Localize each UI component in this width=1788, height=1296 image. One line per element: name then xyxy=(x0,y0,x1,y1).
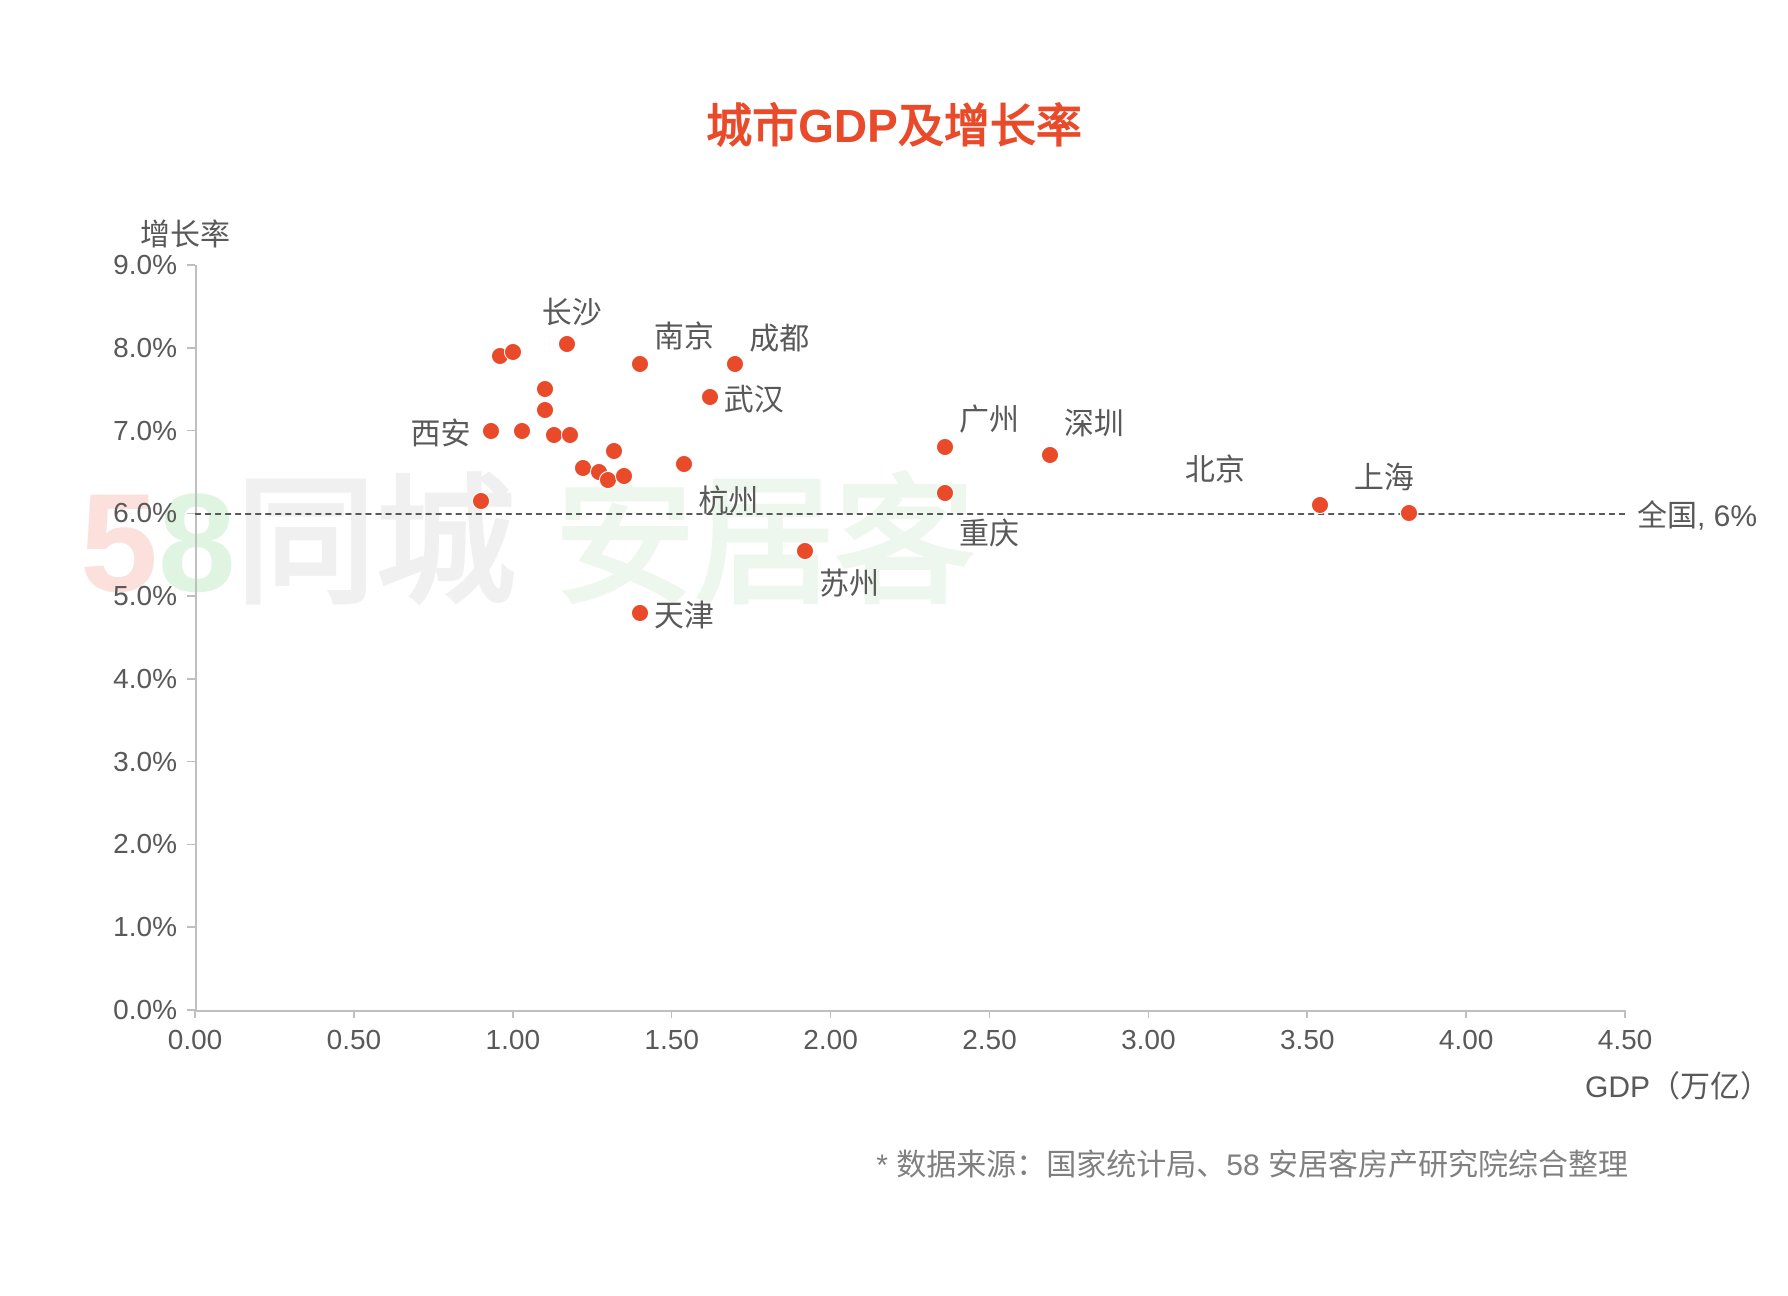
x-tick xyxy=(1465,1010,1467,1018)
data-point-label: 杭州 xyxy=(698,476,758,520)
data-point xyxy=(631,604,649,622)
data-point-label: 苏州 xyxy=(819,559,879,603)
y-axis-title: 增长率 xyxy=(140,210,230,254)
x-tick xyxy=(989,1010,991,1018)
x-tick-label: 1.50 xyxy=(644,1024,699,1056)
data-point xyxy=(1041,446,1059,464)
y-tick-label: 5.0% xyxy=(113,580,177,612)
data-point xyxy=(726,355,744,373)
scatter-chart: 0.0%1.0%2.0%3.0%4.0%5.0%6.0%7.0%8.0%9.0%… xyxy=(195,265,1625,1010)
x-tick xyxy=(353,1010,355,1018)
data-point xyxy=(536,380,554,398)
y-tick-label: 2.0% xyxy=(113,828,177,860)
x-tick-label: 1.00 xyxy=(486,1024,541,1056)
y-tick-label: 6.0% xyxy=(113,497,177,529)
data-point-label: 南京 xyxy=(654,312,714,356)
y-tick-label: 3.0% xyxy=(113,746,177,778)
x-tick xyxy=(1148,1010,1150,1018)
data-point xyxy=(1311,496,1329,514)
data-point-label: 重庆 xyxy=(959,509,1019,553)
x-tick-label: 4.50 xyxy=(1598,1024,1653,1056)
data-point-label: 长沙 xyxy=(542,288,602,332)
data-point xyxy=(1400,504,1418,522)
y-tick-label: 0.0% xyxy=(113,994,177,1026)
x-tick-label: 3.50 xyxy=(1280,1024,1335,1056)
reference-line-label: 全国, 6% xyxy=(1637,491,1757,535)
data-point xyxy=(615,467,633,485)
y-tick xyxy=(187,430,195,432)
y-tick xyxy=(187,926,195,928)
y-axis xyxy=(195,265,197,1010)
y-tick-label: 4.0% xyxy=(113,663,177,695)
y-tick xyxy=(187,347,195,349)
x-tick-label: 4.00 xyxy=(1439,1024,1494,1056)
x-tick xyxy=(194,1010,196,1018)
x-tick-label: 2.00 xyxy=(803,1024,858,1056)
x-tick xyxy=(1306,1010,1308,1018)
data-point-label: 上海 xyxy=(1354,453,1414,497)
x-tick-label: 3.00 xyxy=(1121,1024,1176,1056)
data-point xyxy=(701,388,719,406)
y-tick xyxy=(187,844,195,846)
data-point xyxy=(536,401,554,419)
y-tick xyxy=(187,595,195,597)
data-point-label: 成都 xyxy=(749,314,809,358)
chart-title: 城市GDP及增长率 xyxy=(0,90,1788,156)
data-point xyxy=(472,492,490,510)
y-tick xyxy=(187,678,195,680)
y-tick xyxy=(187,761,195,763)
data-source-footnote: * 数据来源：国家统计局、58 安居客房产研究院综合整理 xyxy=(876,1140,1628,1184)
data-point xyxy=(675,455,693,473)
data-point xyxy=(796,542,814,560)
data-point-label: 武汉 xyxy=(724,375,784,419)
data-point-label: 天津 xyxy=(654,591,714,635)
data-point xyxy=(631,355,649,373)
data-point xyxy=(561,426,579,444)
data-point xyxy=(513,422,531,440)
data-point xyxy=(482,422,500,440)
data-point xyxy=(605,442,623,460)
data-point xyxy=(936,438,954,456)
x-tick xyxy=(830,1010,832,1018)
x-tick xyxy=(1624,1010,1626,1018)
x-axis-title: GDP（万亿） xyxy=(1585,1062,1770,1106)
x-tick-label: 0.50 xyxy=(327,1024,382,1056)
x-tick-label: 0.00 xyxy=(168,1024,223,1056)
data-point xyxy=(558,335,576,353)
data-point-label: 深圳 xyxy=(1064,399,1124,443)
y-tick xyxy=(187,264,195,266)
y-tick-label: 7.0% xyxy=(113,415,177,447)
x-tick xyxy=(671,1010,673,1018)
y-tick-label: 1.0% xyxy=(113,911,177,943)
data-point-label: 西安 xyxy=(411,409,471,453)
data-point-label: 北京 xyxy=(1185,445,1245,489)
data-point xyxy=(936,484,954,502)
data-point-label: 广州 xyxy=(959,395,1019,439)
x-tick xyxy=(512,1010,514,1018)
data-point xyxy=(504,343,522,361)
x-axis xyxy=(195,1010,1625,1012)
y-tick xyxy=(187,513,195,515)
y-tick-label: 8.0% xyxy=(113,332,177,364)
x-tick-label: 2.50 xyxy=(962,1024,1017,1056)
